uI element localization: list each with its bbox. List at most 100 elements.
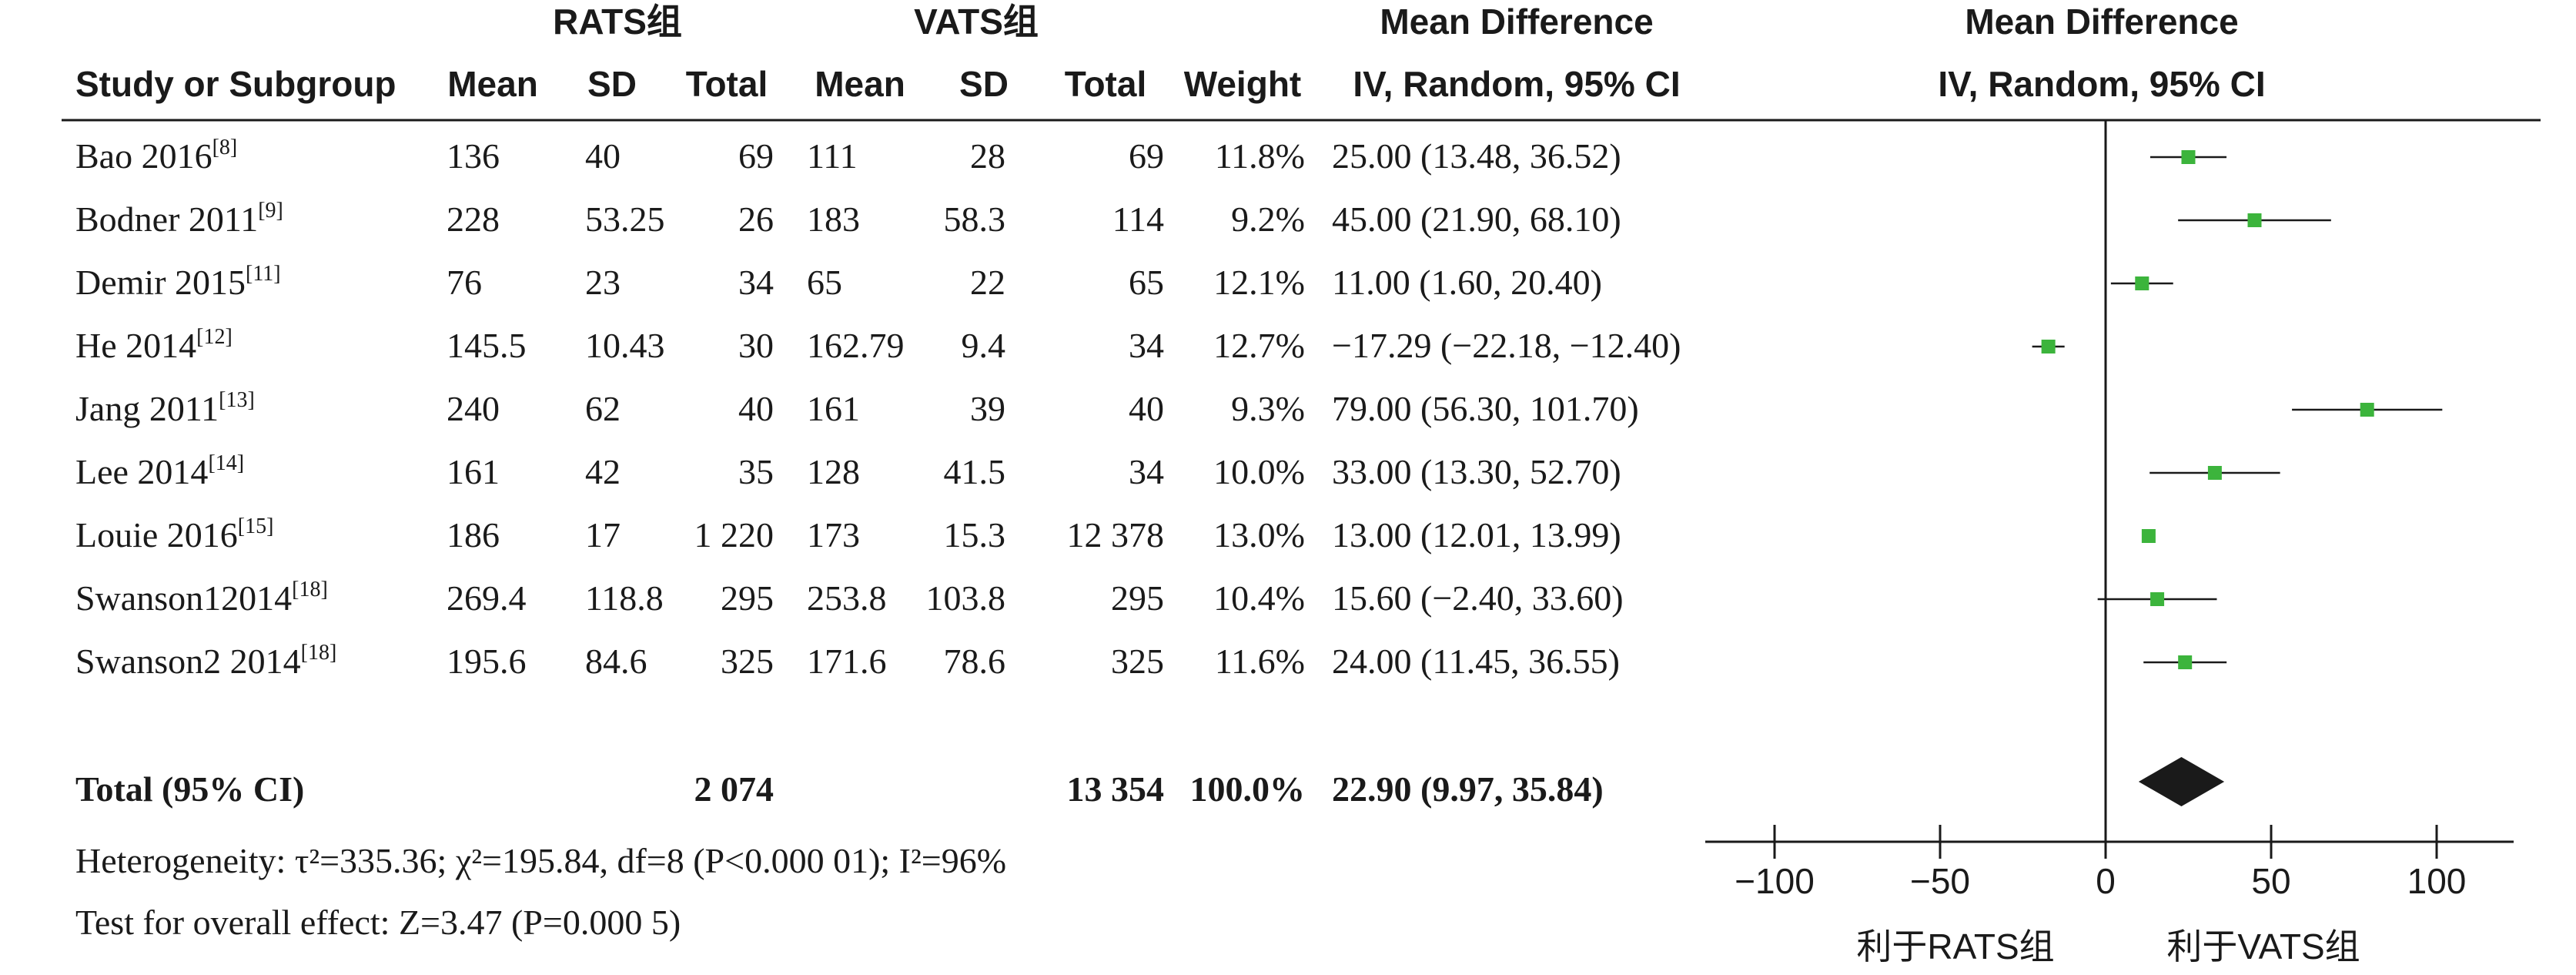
study-effect-marker xyxy=(2041,340,2056,353)
rats-mean: 195.6 xyxy=(447,642,527,681)
study-name: Bao 2016[8] xyxy=(75,136,237,176)
vats-mean: 65 xyxy=(807,263,842,302)
x-tick-label: −100 xyxy=(1735,861,1815,901)
vats-sd: 22 xyxy=(970,263,1005,302)
vats-total: 325 xyxy=(1111,642,1164,681)
rats-total: 34 xyxy=(738,263,774,302)
col-header-study: Study or Subgroup xyxy=(75,64,396,104)
vats-mean: 161 xyxy=(807,389,860,428)
total-row: Total (95% CI) 2 074 13 354 100.0% 22.90 (9.… xyxy=(75,769,1604,809)
study-name: He 2014[12] xyxy=(75,325,233,365)
rats-total: 40 xyxy=(738,389,774,428)
vats-sd: 58.3 xyxy=(944,199,1006,239)
vats-sd: 78.6 xyxy=(944,642,1006,681)
vats-mean: 253.8 xyxy=(807,578,887,618)
rats-sd: 23 xyxy=(585,263,621,302)
rats-total: 35 xyxy=(738,452,774,491)
vats-mean: 173 xyxy=(807,515,860,555)
x-tick-label: 50 xyxy=(2251,861,2290,901)
rats-sd: 62 xyxy=(585,389,621,428)
favours-vats-label: 利于VATS组 xyxy=(2166,926,2360,967)
rats-mean: 228 xyxy=(447,199,500,239)
study-effect-marker xyxy=(2135,276,2149,290)
x-tick-label: 0 xyxy=(2096,861,2116,901)
overall-effect-text: Test for overall effect: Z=3.47 (P=0.000… xyxy=(75,903,681,942)
study-row: Jang 2011[13] 240 62 40 161 39 40 9.3% 79.00 (56… xyxy=(75,388,1639,428)
vats-mean: 183 xyxy=(807,199,860,239)
total-md-ci: 22.90 (9.97, 35.84) xyxy=(1332,769,1604,809)
vats-group-header: VATS组 xyxy=(914,2,1039,42)
study-effect-marker xyxy=(2141,529,2156,543)
study-weight: 9.2% xyxy=(1231,199,1305,239)
study-reference: [18] xyxy=(292,578,328,601)
col-header-total-vats: Total xyxy=(1065,64,1146,104)
study-weight: 10.0% xyxy=(1213,452,1305,491)
rats-total: 295 xyxy=(721,578,774,618)
study-reference: [18] xyxy=(301,641,337,665)
md-column-title: Mean Difference xyxy=(1380,2,1653,42)
study-name: Swanson2 2014[18] xyxy=(75,641,336,681)
study-row: Swanson12014[18] 269.4 118.8 295 253.8 103.8 2… xyxy=(75,578,1624,618)
study-row: Demir 2015[11] 76 23 34 65 22 65 12.1% 11.00 (1.… xyxy=(75,262,1602,302)
vats-total-sum: 13 354 xyxy=(1067,769,1165,809)
total-label: Total (95% CI) xyxy=(75,769,304,809)
rats-mean: 161 xyxy=(447,452,500,491)
study-name: Demir 2015[11] xyxy=(75,262,281,302)
study-md-ci: 13.00 (12.01, 13.99) xyxy=(1332,515,1621,555)
vats-total: 34 xyxy=(1129,452,1164,491)
rats-mean: 76 xyxy=(447,263,482,302)
md-column-method: IV, Random, 95% CI xyxy=(1353,64,1680,104)
col-header-mean-vats: Mean xyxy=(815,64,905,104)
rats-group-header: RATS组 xyxy=(553,2,682,42)
col-header-mean-rats: Mean xyxy=(447,64,538,104)
study-rows: Bao 2016[8] 136 40 69 111 28 69 11.8% 25.00 (13.… xyxy=(75,136,1681,681)
rats-sd: 40 xyxy=(585,136,621,176)
study-md-ci: 79.00 (56.30, 101.70) xyxy=(1332,389,1639,428)
study-reference: [14] xyxy=(208,451,244,475)
study-row: Bodner 2011[9] 228 53.25 26 183 58.3 114 9.2% 45… xyxy=(75,199,1621,239)
study-reference: [13] xyxy=(219,388,255,412)
col-header-total-rats: Total xyxy=(686,64,768,104)
rats-mean: 136 xyxy=(447,136,500,176)
study-reference: [11] xyxy=(246,262,281,286)
study-name: Swanson12014[18] xyxy=(75,578,328,618)
study-row: He 2014[12] 145.5 10.43 30 162.79 9.4 34 12.7% −… xyxy=(75,325,1681,365)
plot-column-method: IV, Random, 95% CI xyxy=(1938,64,2265,104)
study-effect-marker xyxy=(2150,592,2165,606)
study-row: Lee 2014[14] 161 42 35 128 41.5 34 10.0% 33.00 (… xyxy=(75,451,1621,491)
study-weight: 12.1% xyxy=(1213,263,1305,302)
study-md-ci: 15.60 (−2.40, 33.60) xyxy=(1332,578,1624,618)
vats-sd: 103.8 xyxy=(926,578,1006,618)
vats-mean: 111 xyxy=(807,136,858,176)
study-reference: [15] xyxy=(238,514,274,538)
vats-total: 295 xyxy=(1111,578,1164,618)
study-md-ci: 33.00 (13.30, 52.70) xyxy=(1332,452,1621,491)
rats-total: 1 220 xyxy=(694,515,774,555)
study-name: Bodner 2011[9] xyxy=(75,199,283,239)
confidence-intervals xyxy=(2032,150,2443,669)
vats-total: 69 xyxy=(1129,136,1164,176)
rats-mean: 240 xyxy=(447,389,500,428)
rats-sd: 42 xyxy=(585,452,621,491)
study-reference: [9] xyxy=(258,199,283,223)
vats-sd: 39 xyxy=(970,389,1005,428)
rats-mean: 145.5 xyxy=(447,326,527,365)
study-weight: 11.8% xyxy=(1215,136,1305,176)
study-md-ci: −17.29 (−22.18, −12.40) xyxy=(1332,326,1681,365)
rats-mean: 269.4 xyxy=(447,578,527,618)
rats-total: 325 xyxy=(721,642,774,681)
vats-total: 40 xyxy=(1129,389,1164,428)
vats-total: 12 378 xyxy=(1067,515,1165,555)
rats-total: 26 xyxy=(738,199,774,239)
study-reference: [8] xyxy=(212,136,238,159)
study-effect-marker xyxy=(2360,403,2374,417)
study-md-ci: 11.00 (1.60, 20.40) xyxy=(1332,263,1602,302)
study-name: Jang 2011[13] xyxy=(75,388,255,428)
study-name: Lee 2014[14] xyxy=(75,451,244,491)
study-effect-marker xyxy=(2178,655,2193,669)
vats-sd: 15.3 xyxy=(944,515,1006,555)
col-header-weight: Weight xyxy=(1184,64,1301,104)
study-effect-marker xyxy=(2247,213,2262,227)
rats-sd: 53.25 xyxy=(585,199,665,239)
